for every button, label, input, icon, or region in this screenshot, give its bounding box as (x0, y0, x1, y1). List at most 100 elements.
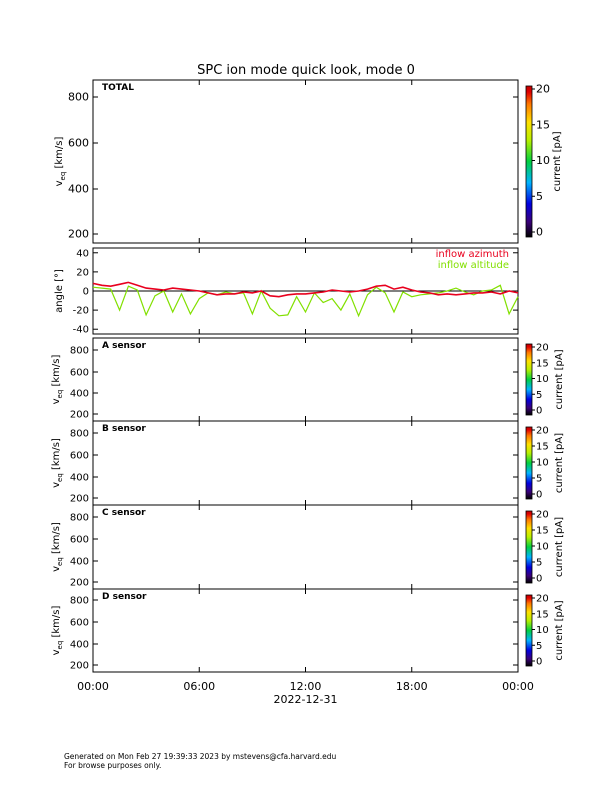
figure-title: SPC ion mode quick look, mode 0 (197, 63, 415, 78)
colorbar-tick-label: 5 (536, 474, 542, 485)
colorbar-label: current [pA] (554, 349, 565, 409)
colorbar-tick-label: 15 (536, 526, 549, 537)
panel-label: C sensor (102, 508, 146, 518)
colorbar: 0 5 10 15 20 current [pA] (525, 594, 565, 668)
heatmap-panel-d: 200 400 600 800 D sensor veq [km/s] 0 5 10 15 20 cu… (51, 588, 565, 673)
colorbar-scale (525, 426, 533, 500)
y-axis-label: veq [km/s] (51, 355, 64, 405)
colorbar-tick-label: 10 (536, 542, 549, 553)
heatmap-panel-c: 200 400 600 800 C sensor veq [km/s] 0 5 10 15 20 cu… (51, 504, 565, 590)
y-tick-label: 400 (70, 640, 89, 651)
y-tick-label: 600 (70, 618, 89, 629)
footer-browse-note: For browse purposes only. (64, 761, 162, 770)
colorbar-label: current [pA] (554, 600, 565, 660)
colorbar-tick-label: 15 (536, 358, 549, 369)
colorbar-tick-label: 5 (536, 558, 542, 569)
colorbar-scale (525, 510, 533, 584)
colorbar-tick-label: 20 (536, 426, 549, 437)
y-tick-label: 800 (70, 429, 89, 440)
colorbar-tick-label: 10 (536, 458, 549, 469)
panel-frame (92, 79, 519, 244)
panel-label: TOTAL (102, 83, 134, 93)
y-tick-label: 20 (76, 267, 89, 278)
colorbar-tick-label: 15 (536, 442, 549, 453)
y-axis-label: veq [km/s] (54, 137, 67, 187)
y-tick-label: 600 (68, 137, 89, 150)
colorbar: 0 5 10 15 20 current [pA] (525, 510, 565, 585)
time-axis: 00:00 06:00 12:00 18:00 00:00 2022-12-31 (77, 680, 534, 706)
footer-generated-line: Generated on Mon Feb 27 19:39:33 2023 by… (64, 752, 337, 761)
colorbar-tick-label: 15 (536, 118, 550, 131)
colorbar: 0 5 10 15 20 current [pA] (525, 343, 565, 417)
y-tick-label: 200 (70, 661, 89, 672)
colorbar-tick-label: 5 (536, 641, 542, 652)
colorbar-tick-label: 15 (536, 609, 549, 620)
x-tick-label: 18:00 (396, 680, 428, 693)
colorbar-scale (525, 343, 533, 416)
y-tick-label: 0 (83, 287, 89, 298)
colorbar-tick-label: 20 (536, 510, 549, 521)
y-tick-label: 800 (70, 513, 89, 524)
inflow-azimuth-line (92, 281, 519, 298)
y-axis-label: veq [km/s] (51, 606, 64, 656)
panel-frame (92, 420, 519, 506)
colorbar-tick-label: 10 (536, 154, 550, 167)
x-tick-label: 12:00 (290, 680, 322, 693)
x-axis-date-label: 2022-12-31 (274, 693, 338, 706)
colorbar-tick-label: 0 (536, 490, 542, 501)
colorbar-scale (525, 594, 533, 667)
heatmap-panel-a: 200 400 600 800 A sensor veq [km/s] 0 5 10 15 20 cu… (51, 337, 565, 422)
colorbar-tick-label: 0 (536, 226, 543, 239)
colorbar-label: current [pA] (552, 131, 563, 191)
angle-plot-layer: -40 -20 0 20 40 angle [°] inflow azimuthinflow… (54, 247, 519, 336)
panel-label: D sensor (102, 592, 147, 602)
colorbar-tick-label: 10 (536, 625, 549, 636)
panel-frame (92, 504, 519, 590)
y-tick-label: 200 (68, 228, 89, 241)
colorbar-tick-label: 20 (536, 83, 550, 96)
y-tick-label: 400 (70, 473, 89, 484)
y-tick-label: -20 (73, 306, 89, 317)
y-tick-label: 40 (76, 248, 89, 259)
y-tick-label: 200 (70, 494, 89, 505)
colorbar: 0 5 10 15 20 current [pA] (525, 83, 563, 239)
colorbar-tick-label: 20 (536, 594, 549, 605)
colorbar-scale (525, 85, 533, 238)
colorbar-tick-label: 0 (536, 657, 542, 668)
colorbar-tick-label: 5 (536, 190, 543, 203)
legend-inflow-azimuth: inflow azimuth (436, 249, 509, 260)
y-tick-label: 400 (68, 183, 89, 196)
y-tick-label: 200 (70, 578, 89, 589)
colorbar-tick-label: 0 (536, 574, 542, 585)
legend-inflow-altitude: inflow altitude (438, 260, 509, 271)
panel-frame (92, 337, 519, 422)
y-axis-label: angle [°] (54, 269, 65, 313)
panel-label: A sensor (102, 341, 147, 351)
colorbar-label: current [pA] (554, 433, 565, 493)
heatmap-panel-total: 200 400 600 800 TOTAL veq [km/s] 0 5 10 15 20 curre… (54, 79, 563, 244)
panel-label: B sensor (102, 424, 146, 434)
y-tick-label: 600 (70, 535, 89, 546)
colorbar-tick-label: 0 (536, 406, 542, 417)
y-tick-label: -40 (73, 325, 89, 336)
y-tick-label: 400 (70, 557, 89, 568)
y-tick-label: 800 (70, 346, 89, 357)
y-axis-label: veq [km/s] (51, 438, 64, 488)
x-tick-label: 06:00 (183, 680, 215, 693)
y-tick-label: 600 (70, 368, 89, 379)
y-axis-label: veq [km/s] (51, 522, 64, 572)
y-tick-label: 600 (70, 451, 89, 462)
panel-frame (92, 588, 519, 673)
x-tick-label: 00:00 (502, 680, 534, 693)
y-tick-label: 400 (70, 389, 89, 400)
colorbar-tick-label: 10 (536, 374, 549, 385)
y-tick-label: 800 (68, 91, 89, 104)
y-tick-label: 800 (70, 596, 89, 607)
heatmap-panel-b: 200 400 600 800 B sensor veq [km/s] 0 5 10 15 20 cu… (51, 420, 565, 506)
colorbar: 0 5 10 15 20 current [pA] (525, 426, 565, 501)
colorbar-label: current [pA] (554, 517, 565, 577)
x-tick-label: 00:00 (77, 680, 109, 693)
y-tick-label: 200 (70, 410, 89, 421)
